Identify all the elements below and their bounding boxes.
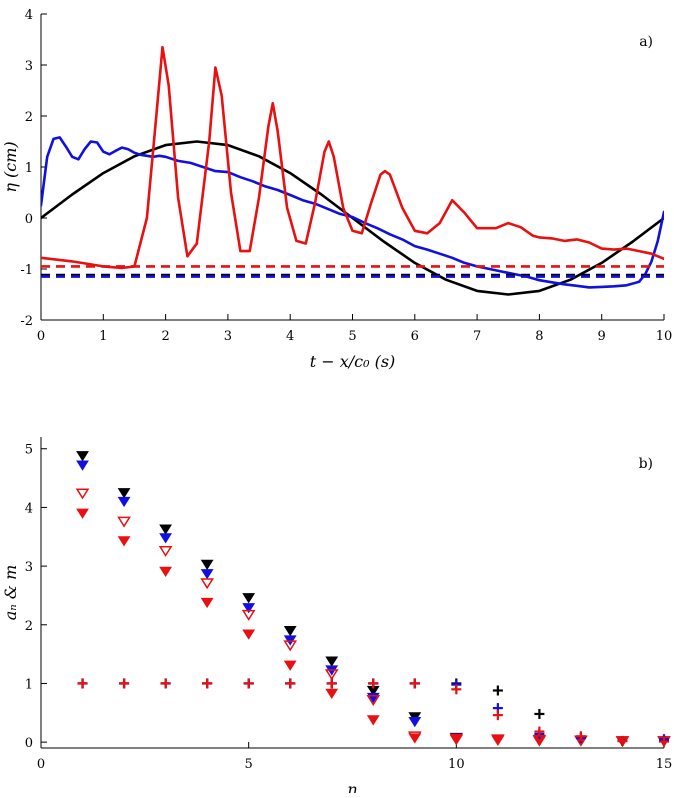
x-tick-label: 5 bbox=[348, 329, 356, 344]
marker-plus-black-m bbox=[492, 685, 503, 696]
marker-plus-red-m bbox=[202, 678, 213, 689]
marker-triangle-blue-a-n bbox=[76, 460, 89, 471]
y-tick-label: 1 bbox=[25, 677, 33, 692]
marker-triangle-black-a-n bbox=[325, 656, 339, 667]
marker-triangle-red-a-n-open bbox=[241, 609, 256, 621]
marker-triangle-black-a-n bbox=[283, 626, 297, 637]
marker-plus-red-m bbox=[119, 678, 130, 689]
marker-triangle-black-a-n bbox=[117, 488, 131, 499]
x-tick-label: 10 bbox=[656, 329, 673, 344]
x-tick-label: 10 bbox=[448, 757, 465, 772]
marker-triangle-red-a-n-open bbox=[158, 545, 173, 557]
marker-triangle-red-a-n-filled bbox=[283, 660, 297, 671]
x-axis-label: n bbox=[347, 780, 357, 793]
x-tick-label: 0 bbox=[37, 329, 45, 344]
x-tick-label: 5 bbox=[245, 757, 253, 772]
marker-triangle-blue-a-n bbox=[242, 603, 256, 614]
x-tick-label: 15 bbox=[656, 757, 673, 772]
marker-triangle-red-a-n-filled bbox=[491, 735, 505, 746]
y-tick-label: 0 bbox=[25, 212, 33, 227]
x-tick-label: 6 bbox=[411, 329, 419, 344]
marker-plus-red-m bbox=[368, 678, 379, 689]
panel-b: 0 5 10 15 0 1 2 3 4 5 n aₙ & m b) bbox=[1, 437, 673, 798]
x-tick-label: 2 bbox=[161, 329, 169, 344]
marker-triangle-red-a-n-filled bbox=[449, 735, 463, 746]
x-tick-label: 7 bbox=[473, 329, 481, 344]
x-tick-label: 4 bbox=[286, 329, 294, 344]
marker-plus-black-m bbox=[534, 708, 545, 719]
marker-triangle-red-a-n-open bbox=[283, 640, 298, 652]
y-tick-label: 4 bbox=[25, 8, 33, 23]
marker-plus-red-m bbox=[534, 726, 545, 737]
x-tick-label: 1 bbox=[99, 329, 107, 344]
marker-triangle-black-a-n bbox=[200, 559, 214, 570]
y-tick-label: 4 bbox=[25, 501, 33, 516]
y-tick-label: 2 bbox=[25, 110, 33, 125]
marker-triangle-red-a-n-filled bbox=[366, 715, 380, 726]
y-tick-label: -1 bbox=[20, 263, 33, 278]
y-tick-label: -2 bbox=[20, 314, 33, 329]
x-tick-label: 9 bbox=[598, 329, 606, 344]
marker-triangle-blue-a-n bbox=[159, 533, 173, 544]
x-tick-label: 0 bbox=[37, 757, 45, 772]
marker-triangle-black-a-n bbox=[159, 524, 173, 535]
marker-plus-red-m bbox=[492, 710, 503, 721]
marker-triangle-blue-a-n bbox=[283, 635, 297, 646]
panel-a: 0 1 2 3 4 5 6 7 8 9 10 -2 -1 0 1 2 3 4 t − x/c₀ (s) η (cm) a… bbox=[1, 8, 672, 371]
marker-plus-red-m bbox=[243, 678, 254, 689]
y-tick-label: 0 bbox=[25, 736, 33, 751]
marker-plus-red-m bbox=[659, 736, 669, 747]
marker-triangle-red-a-n-filled bbox=[200, 597, 214, 609]
x-axis-label: t − x/c₀ (s) bbox=[310, 352, 396, 371]
series-line-red bbox=[41, 45, 664, 270]
marker-triangle-red-a-n-filled bbox=[76, 508, 89, 519]
marker-triangle-red-a-n-filled bbox=[408, 733, 422, 744]
panel-label: a) bbox=[639, 34, 653, 50]
marker-triangle-red-a-n-open bbox=[75, 488, 90, 500]
marker-triangle-blue-a-n bbox=[200, 569, 214, 580]
marker-triangle-red-a-n-open bbox=[366, 695, 381, 706]
marker-plus-red-m bbox=[77, 678, 88, 689]
x-tick-label: 3 bbox=[224, 329, 232, 344]
marker-triangle-red-a-n-filled bbox=[159, 566, 173, 577]
marker-triangle-red-a-n-filled bbox=[242, 629, 256, 640]
marker-plus-red-m bbox=[451, 684, 462, 695]
x-tick-label: 8 bbox=[535, 329, 543, 344]
y-tick-label: 5 bbox=[25, 443, 33, 458]
series-line-blue bbox=[41, 136, 664, 289]
marker-plus-red-m bbox=[160, 678, 171, 689]
marker-triangle-black-a-n bbox=[76, 451, 89, 462]
marker-plus-red-m bbox=[617, 735, 628, 746]
marker-triangle-red-a-n-open bbox=[117, 516, 131, 528]
y-axis-label: aₙ & m bbox=[1, 565, 20, 621]
marker-triangle-blue-a-n bbox=[408, 716, 422, 728]
marker-triangle-blue-a-n bbox=[117, 496, 131, 508]
marker-triangle-red-a-n-open bbox=[324, 669, 339, 681]
y-tick-label: 3 bbox=[25, 59, 33, 74]
marker-triangle-red-a-n-open bbox=[200, 578, 214, 590]
marker-plus-red-m bbox=[409, 678, 420, 689]
marker-plus-red-m bbox=[575, 731, 586, 742]
y-tick-label: 1 bbox=[25, 161, 33, 176]
y-axis-label: η (cm) bbox=[1, 141, 20, 192]
marker-triangle-red-a-n-filled bbox=[325, 688, 339, 700]
marker-plus-red-m bbox=[326, 678, 337, 689]
plot-area bbox=[41, 45, 664, 296]
marker-triangle-red-a-n-filled bbox=[117, 536, 131, 547]
y-tick-label: 2 bbox=[25, 619, 33, 634]
panel-label: b) bbox=[639, 456, 653, 472]
marker-triangle-black-a-n bbox=[242, 593, 256, 604]
marker-plus-red-m bbox=[285, 678, 296, 689]
y-tick-label: 3 bbox=[25, 560, 33, 575]
